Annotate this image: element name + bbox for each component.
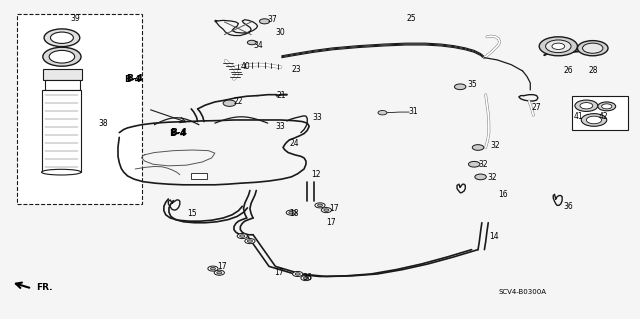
Text: 39: 39 xyxy=(70,14,80,23)
Circle shape xyxy=(540,37,577,56)
Circle shape xyxy=(472,145,484,150)
Text: 32: 32 xyxy=(487,173,497,182)
Circle shape xyxy=(247,40,256,45)
Circle shape xyxy=(378,110,387,115)
Bar xyxy=(17,14,141,204)
Bar xyxy=(572,96,628,130)
Ellipse shape xyxy=(42,169,81,175)
Text: 14: 14 xyxy=(489,233,499,241)
Circle shape xyxy=(468,161,480,167)
Bar xyxy=(43,69,83,80)
Text: 26: 26 xyxy=(563,66,573,75)
Circle shape xyxy=(317,204,323,207)
Circle shape xyxy=(582,43,603,53)
Text: 21: 21 xyxy=(276,91,286,100)
Text: 31: 31 xyxy=(408,107,417,116)
Circle shape xyxy=(245,239,255,244)
Text: 18: 18 xyxy=(289,209,299,219)
Circle shape xyxy=(303,277,308,279)
Circle shape xyxy=(223,100,236,106)
Circle shape xyxy=(214,270,225,275)
Text: SCV4-B0300A: SCV4-B0300A xyxy=(499,289,547,295)
Text: 32: 32 xyxy=(491,141,500,150)
Circle shape xyxy=(289,211,294,214)
Text: 38: 38 xyxy=(99,119,108,128)
Circle shape xyxy=(286,210,296,215)
Circle shape xyxy=(321,208,332,213)
Circle shape xyxy=(51,32,74,43)
Circle shape xyxy=(292,271,303,277)
Text: 17: 17 xyxy=(326,218,336,227)
Text: 23: 23 xyxy=(291,65,301,74)
Text: 17: 17 xyxy=(330,204,339,213)
Text: B-4: B-4 xyxy=(125,74,143,83)
Circle shape xyxy=(49,50,75,63)
Text: 25: 25 xyxy=(406,14,415,23)
Circle shape xyxy=(301,276,311,281)
Bar xyxy=(45,80,80,90)
Circle shape xyxy=(240,235,245,237)
Text: 16: 16 xyxy=(499,190,508,199)
Text: 12: 12 xyxy=(311,170,321,179)
Text: 15: 15 xyxy=(188,209,197,219)
Circle shape xyxy=(211,267,216,270)
Text: 34: 34 xyxy=(253,41,263,49)
Circle shape xyxy=(43,47,81,66)
Circle shape xyxy=(295,273,300,275)
Text: 41: 41 xyxy=(573,112,583,121)
Bar xyxy=(191,173,207,179)
Text: 36: 36 xyxy=(563,203,573,211)
Text: 22: 22 xyxy=(234,97,243,107)
Text: 35: 35 xyxy=(468,80,477,89)
Circle shape xyxy=(44,29,80,47)
Text: 17: 17 xyxy=(217,262,227,271)
Text: 32: 32 xyxy=(478,160,488,169)
Text: FR.: FR. xyxy=(36,283,53,292)
Circle shape xyxy=(315,203,325,208)
Text: 33: 33 xyxy=(312,113,322,122)
Circle shape xyxy=(581,114,607,126)
Circle shape xyxy=(237,234,247,239)
Circle shape xyxy=(324,209,329,211)
Bar xyxy=(42,90,81,172)
Circle shape xyxy=(552,43,564,49)
Text: 17: 17 xyxy=(274,268,284,277)
Text: 37: 37 xyxy=(268,15,278,24)
Circle shape xyxy=(454,84,466,90)
Text: 40: 40 xyxy=(241,62,250,71)
Text: 33: 33 xyxy=(275,122,285,131)
Text: 42: 42 xyxy=(599,112,609,121)
Text: 36: 36 xyxy=(302,273,312,282)
Text: B-4: B-4 xyxy=(170,128,188,137)
Circle shape xyxy=(580,103,593,109)
Circle shape xyxy=(545,40,571,53)
Circle shape xyxy=(586,116,602,124)
Text: 24: 24 xyxy=(289,138,299,148)
Circle shape xyxy=(602,104,612,109)
Circle shape xyxy=(208,266,218,271)
Circle shape xyxy=(575,100,598,111)
Circle shape xyxy=(577,41,608,56)
Circle shape xyxy=(475,174,486,180)
Text: 27: 27 xyxy=(532,103,541,112)
Text: B-4: B-4 xyxy=(124,75,141,84)
Text: 30: 30 xyxy=(275,28,285,37)
Circle shape xyxy=(247,240,252,242)
Circle shape xyxy=(259,19,269,24)
Circle shape xyxy=(217,271,222,274)
Circle shape xyxy=(598,102,616,111)
Text: 28: 28 xyxy=(589,66,598,75)
Text: B-4: B-4 xyxy=(169,129,186,138)
